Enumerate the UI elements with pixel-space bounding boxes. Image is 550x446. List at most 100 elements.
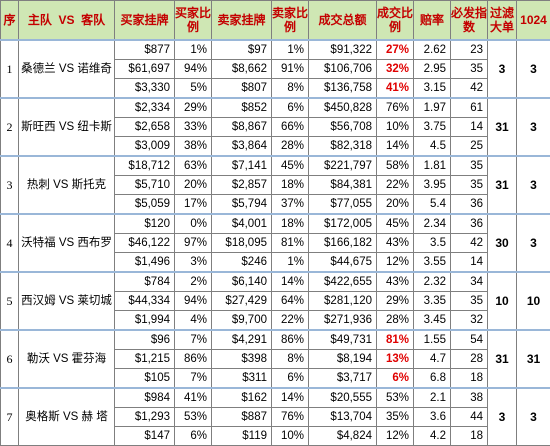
deal-ratio: 32% (377, 60, 414, 79)
deal-total: $77,055 (309, 195, 377, 215)
bf-index: 23 (451, 40, 488, 60)
deal-total: $49,731 (309, 330, 377, 350)
deal-ratio: 76% (377, 98, 414, 118)
deal-ratio: 6% (377, 369, 414, 389)
sell-ratio: 91% (272, 60, 309, 79)
buy-ratio: 0% (175, 214, 212, 234)
buy-amount: $5,710 (115, 176, 175, 195)
filter-big: 3 (488, 388, 517, 446)
deal-ratio: 27% (377, 40, 414, 60)
sell-amount: $119 (212, 427, 272, 446)
bf-index: 18 (451, 369, 488, 389)
buy-ratio: 6% (175, 427, 212, 446)
deal-total: $56,708 (309, 118, 377, 137)
value-1024: 31 (517, 330, 550, 388)
deal-total: $20,555 (309, 388, 377, 408)
odds: 1.55 (414, 330, 451, 350)
buy-amount: $1,994 (115, 311, 175, 331)
match-teams: 奥格斯 VS 赫 塔 (19, 388, 115, 446)
filter-big: 3 (488, 40, 517, 98)
bf-index: 35 (451, 156, 488, 176)
buy-ratio: 33% (175, 118, 212, 137)
sell-amount: $311 (212, 369, 272, 389)
filter-big: 31 (488, 98, 517, 156)
buy-amount: $784 (115, 272, 175, 292)
sell-ratio: 14% (272, 388, 309, 408)
deal-total: $221,797 (309, 156, 377, 176)
sell-amount: $7,141 (212, 156, 272, 176)
odds: 3.6 (414, 408, 451, 427)
sell-amount: $4,291 (212, 330, 272, 350)
bf-index: 34 (451, 272, 488, 292)
buy-amount: $46,122 (115, 234, 175, 253)
deal-ratio: 12% (377, 427, 414, 446)
sell-amount: $887 (212, 408, 272, 427)
sell-ratio: 18% (272, 176, 309, 195)
sell-ratio: 86% (272, 330, 309, 350)
value-1024: 3 (517, 98, 550, 156)
buy-amount: $2,334 (115, 98, 175, 118)
buy-ratio: 7% (175, 330, 212, 350)
value-1024: 3 (517, 214, 550, 272)
bf-index: 14 (451, 118, 488, 137)
filter-big: 10 (488, 272, 517, 330)
sell-ratio: 64% (272, 292, 309, 311)
deal-total: $4,824 (309, 427, 377, 446)
header-buy-amount: 买家挂牌 (115, 1, 175, 41)
sell-amount: $18,095 (212, 234, 272, 253)
sell-amount: $4,001 (212, 214, 272, 234)
buy-ratio: 20% (175, 176, 212, 195)
buy-amount: $44,334 (115, 292, 175, 311)
bf-index: 35 (451, 176, 488, 195)
deal-ratio: 45% (377, 214, 414, 234)
deal-ratio: 28% (377, 311, 414, 331)
sell-ratio: 66% (272, 118, 309, 137)
sell-ratio: 10% (272, 427, 309, 446)
buy-ratio: 38% (175, 137, 212, 157)
deal-total: $82,318 (309, 137, 377, 157)
buy-amount: $877 (115, 40, 175, 60)
match-seq: 1 (1, 40, 19, 98)
buy-ratio: 2% (175, 272, 212, 292)
buy-ratio: 94% (175, 292, 212, 311)
bf-index: 35 (451, 60, 488, 79)
deal-total: $166,182 (309, 234, 377, 253)
filter-big: 31 (488, 156, 517, 214)
buy-ratio: 7% (175, 369, 212, 389)
bf-index: 28 (451, 350, 488, 369)
buy-amount: $3,009 (115, 137, 175, 157)
deal-total: $44,675 (309, 253, 377, 273)
deal-total: $136,758 (309, 79, 377, 99)
sell-ratio: 22% (272, 311, 309, 331)
buy-amount: $105 (115, 369, 175, 389)
odds: 2.32 (414, 272, 451, 292)
buy-amount: $3,330 (115, 79, 175, 99)
sell-ratio: 1% (272, 253, 309, 273)
bf-index: 42 (451, 79, 488, 99)
sell-amount: $2,857 (212, 176, 272, 195)
match-seq: 5 (1, 272, 19, 330)
odds: 2.62 (414, 40, 451, 60)
bf-index: 32 (451, 311, 488, 331)
header-deal-ratio: 成交比例 (377, 1, 414, 41)
sell-amount: $398 (212, 350, 272, 369)
bf-index: 18 (451, 427, 488, 446)
header-1024: 1024 (517, 1, 550, 41)
deal-ratio: 29% (377, 292, 414, 311)
deal-total: $172,005 (309, 214, 377, 234)
deal-total: $106,706 (309, 60, 377, 79)
sell-ratio: 28% (272, 137, 309, 157)
bf-index: 61 (451, 98, 488, 118)
sell-ratio: 18% (272, 214, 309, 234)
match-teams: 西汉姆 VS 莱切城 (19, 272, 115, 330)
odds: 4.7 (414, 350, 451, 369)
match-seq: 6 (1, 330, 19, 388)
sell-amount: $8,867 (212, 118, 272, 137)
